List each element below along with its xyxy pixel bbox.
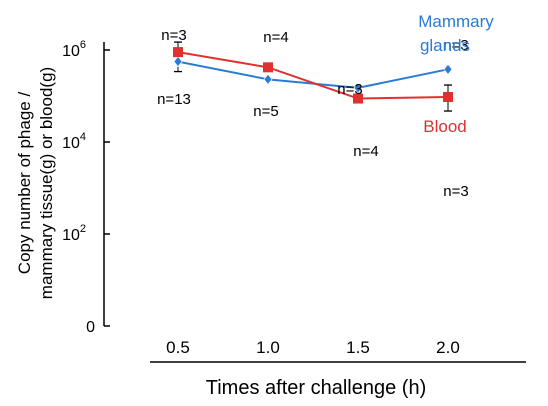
n-label: n=13 — [157, 91, 191, 108]
y-tick-exponent: 6 — [80, 39, 86, 51]
y-tick-exponent: 2 — [80, 223, 86, 235]
data-point-square — [173, 47, 183, 58]
y-tick-exponent: 4 — [80, 131, 86, 143]
x-tick-label: 1.5 — [346, 338, 370, 357]
x-axis-title: Times after challenge (h) — [206, 377, 426, 399]
n-label: n=4 — [353, 143, 378, 160]
data-point-square — [263, 62, 273, 73]
data-point-diamond — [353, 82, 363, 94]
y-tick-label: 104 — [62, 131, 86, 152]
y-tick-label: 106 — [62, 39, 86, 60]
x-tick-label: 1.0 — [256, 338, 280, 357]
data-point-diamond — [443, 63, 453, 75]
data-point-square — [353, 93, 363, 104]
n-label: n=3 — [443, 37, 468, 54]
n-label: n=5 — [253, 103, 278, 120]
y-axis-title-line-1: Copy number of phage / — [15, 92, 34, 275]
x-tick-label: 0.5 — [166, 338, 190, 357]
y-axis-title-line-2: mammary tissue(g) or blood(g) — [37, 67, 56, 299]
n-label: n=3 — [443, 183, 468, 200]
y-tick-label: 0 — [86, 319, 95, 336]
legend-label-blood: Blood — [423, 117, 466, 136]
series-line-blood — [177, 51, 449, 100]
data-point-diamond — [263, 73, 273, 85]
n-label: n=4 — [263, 29, 288, 46]
legend-label-mammary-glands-line-1: Mammary — [418, 12, 494, 31]
data-point-square — [443, 92, 453, 103]
data-point-diamond — [173, 56, 183, 68]
legend-label-mammary-glands-line-2: glands — [420, 36, 470, 55]
n-label: n=3 — [337, 81, 362, 98]
x-tick-label: 2.0 — [436, 338, 460, 357]
n-label: n=3 — [161, 27, 186, 44]
y-tick-label: 102 — [62, 223, 86, 244]
